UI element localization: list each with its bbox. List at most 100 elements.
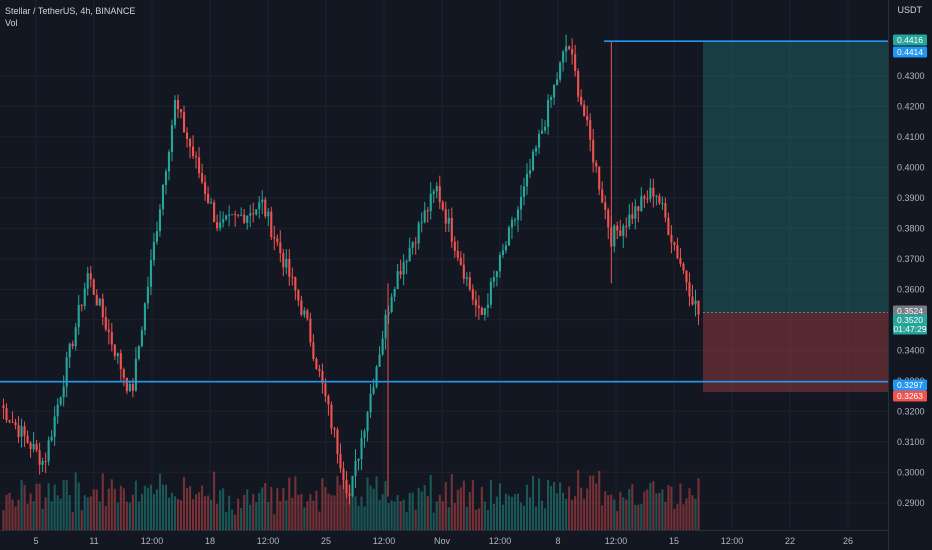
candle-body xyxy=(170,125,174,153)
volume-bar xyxy=(534,506,538,530)
volume-bar xyxy=(297,494,300,530)
candle-body xyxy=(240,214,243,216)
volume-bar xyxy=(414,509,417,530)
volume-bar xyxy=(619,491,622,530)
candle-body xyxy=(513,219,517,221)
price-axis[interactable]: 0.4300 0.4200 0.4100 0.4000 0.3900 0.3800 0.37… xyxy=(888,0,925,550)
volume-bar xyxy=(134,480,137,530)
candle-body xyxy=(357,458,360,461)
candle-body xyxy=(420,222,423,224)
candle-body xyxy=(315,359,318,369)
candle-body xyxy=(550,97,553,101)
candle-body xyxy=(119,353,122,370)
candle-body xyxy=(691,296,694,305)
volume-bar xyxy=(282,488,285,530)
volume-bar xyxy=(149,484,152,530)
candle-body xyxy=(495,271,498,278)
volume-bar xyxy=(179,500,183,530)
volume-bar xyxy=(501,504,504,530)
candle-body xyxy=(83,288,86,306)
candle-body xyxy=(390,296,393,312)
price-badge-text: 01:47:29 xyxy=(893,324,926,334)
candle-body xyxy=(531,151,535,171)
candle-body xyxy=(309,318,312,343)
volume-bar xyxy=(173,496,177,530)
candle-body xyxy=(17,425,20,437)
volume-bar xyxy=(676,503,679,530)
candle-body xyxy=(544,126,547,131)
currency-label: USDT xyxy=(897,5,923,15)
candle-body xyxy=(65,357,68,387)
volume-bar xyxy=(240,507,243,530)
volume-bar xyxy=(495,496,498,530)
volume-bar xyxy=(586,488,589,530)
volume-bar xyxy=(471,480,474,530)
position-zones[interactable] xyxy=(703,41,888,393)
x-tick-label: 18 xyxy=(205,536,215,546)
volume-bar xyxy=(167,497,171,530)
candle-body xyxy=(8,420,11,422)
candle-body xyxy=(553,85,556,98)
volume-bar xyxy=(525,484,529,530)
candle-body xyxy=(468,277,471,290)
volume-legend-label[interactable]: Vol xyxy=(5,18,18,28)
candle-body xyxy=(225,215,228,220)
volume-bar xyxy=(222,488,225,530)
candle-body xyxy=(339,453,342,469)
y-tick-label: 0.4100 xyxy=(897,132,925,142)
candle-body xyxy=(297,290,300,301)
symbol-title[interactable]: Stellar / TetherUS, 4h, BINANCE xyxy=(5,6,136,16)
volume-bar xyxy=(559,482,562,530)
volume-bar xyxy=(119,485,122,530)
candle-body xyxy=(32,443,35,450)
volume-bar xyxy=(32,501,35,530)
volume-bar xyxy=(378,499,381,530)
volume-bar xyxy=(345,479,348,530)
volume-bar xyxy=(279,501,282,530)
x-tick-label: 12:00 xyxy=(605,536,628,546)
candle-body xyxy=(74,327,77,347)
candle-body xyxy=(176,100,180,110)
time-axis[interactable]: 5 11 12:00 18 12:00 25 12:00 Nov 12:00 8 12:00 15 12… xyxy=(0,530,888,547)
candle-body xyxy=(571,48,574,55)
candle-body xyxy=(628,214,631,227)
candle-body xyxy=(122,369,125,378)
horizontal-levels[interactable] xyxy=(0,40,888,383)
candle-body xyxy=(303,310,306,315)
price-badge xyxy=(893,34,927,46)
candle-body xyxy=(116,353,119,357)
volume-bar xyxy=(213,471,216,530)
candle-body xyxy=(333,428,336,430)
y-tick-label: 0.3000 xyxy=(897,467,925,477)
price-badge xyxy=(893,390,927,402)
volume-bar xyxy=(610,494,613,530)
stop-zone[interactable] xyxy=(703,312,888,393)
volume-bar xyxy=(423,485,426,530)
volume-bar xyxy=(673,508,676,530)
price-badge xyxy=(893,323,927,335)
volume-bar xyxy=(375,476,378,530)
volume-bar xyxy=(655,493,658,530)
volume-bar xyxy=(285,500,288,530)
candle-body xyxy=(291,276,294,278)
candle-body xyxy=(619,230,622,236)
x-tick-label: 12:00 xyxy=(257,536,280,546)
candle-body xyxy=(694,300,697,305)
candle-body xyxy=(450,217,453,242)
volume-bar xyxy=(161,484,165,530)
candle-body xyxy=(667,217,670,236)
volume-bar xyxy=(38,483,41,530)
x-tick-label: 11 xyxy=(89,536,98,546)
target-zone[interactable] xyxy=(703,41,888,313)
candle-body xyxy=(613,225,616,247)
candle-body xyxy=(327,396,330,405)
volume-bars xyxy=(2,470,700,530)
volume-bar xyxy=(426,496,429,530)
volume-bar xyxy=(23,484,26,530)
candle-body xyxy=(522,186,526,197)
volume-bar xyxy=(372,488,375,530)
candle-body xyxy=(273,236,276,239)
x-tick-label: 26 xyxy=(843,536,853,546)
volume-bar xyxy=(231,509,234,530)
